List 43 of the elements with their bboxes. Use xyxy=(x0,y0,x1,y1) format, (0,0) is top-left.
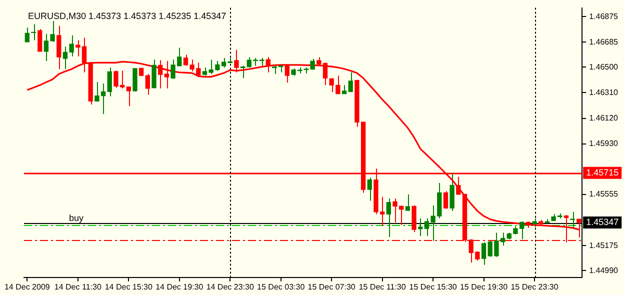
candlestick xyxy=(456,176,461,196)
candlestick xyxy=(126,86,131,107)
candlestick xyxy=(412,205,416,233)
y-tick-label: 1.46685 xyxy=(589,37,619,46)
candlestick xyxy=(56,25,62,70)
x-tick-label: 15 Dec 07:30 xyxy=(308,282,356,292)
x-tick-label: 15 Dec 15:30 xyxy=(409,282,458,292)
x-tick-label: 15 Dec 23:30 xyxy=(510,282,559,292)
y-tick-label: 1.45930 xyxy=(589,139,619,148)
candlestick xyxy=(405,194,410,212)
candlestick xyxy=(24,26,30,42)
candlestick xyxy=(386,198,391,238)
candlestick xyxy=(107,67,112,97)
ref-line-label: 1.45347 xyxy=(586,217,619,228)
ref-line-label: 1.45715 xyxy=(586,167,619,178)
y-tick-label: 1.46500 xyxy=(589,62,619,72)
y-tick-label: 1.46875 xyxy=(589,12,619,21)
x-tick-label: 14 Dec 19:30 xyxy=(156,282,204,292)
candlestick xyxy=(348,72,353,93)
y-tick-label: 1.45175 xyxy=(589,240,619,250)
candlestick xyxy=(284,64,290,84)
x-tick-label: 14 Dec 11:30 xyxy=(54,282,102,292)
candlestick xyxy=(367,177,372,202)
x-tick-label: 15 Dec 03:30 xyxy=(257,282,306,292)
x-tick-label: 15 Dec 19:30 xyxy=(460,282,508,292)
x-tick-label: 14 Dec 2009 xyxy=(4,282,50,292)
candlestick xyxy=(145,73,150,96)
y-tick-label: 1.44990 xyxy=(589,266,619,275)
candlestick xyxy=(450,172,454,212)
candlestick xyxy=(152,59,156,89)
y-tick-label: 1.45555 xyxy=(589,190,619,199)
y-tick-label: 1.46310 xyxy=(589,88,619,97)
candlestick xyxy=(38,28,42,52)
x-tick-label: 15 Dec 11:30 xyxy=(358,282,406,292)
candlestick xyxy=(418,218,423,237)
candlestick xyxy=(443,190,448,210)
chart-title: EURUSD,M30 1.45373 1.45373 1.45235 1.45347 xyxy=(28,10,226,21)
ref-line-label: buy xyxy=(69,213,84,224)
x-tick-label: 14 Dec 15:30 xyxy=(104,282,153,292)
candlestick xyxy=(481,242,486,266)
candlestick xyxy=(132,68,138,92)
y-tick-label: 1.46120 xyxy=(589,114,619,123)
x-tick-label: 14 Dec 23:30 xyxy=(206,282,254,292)
